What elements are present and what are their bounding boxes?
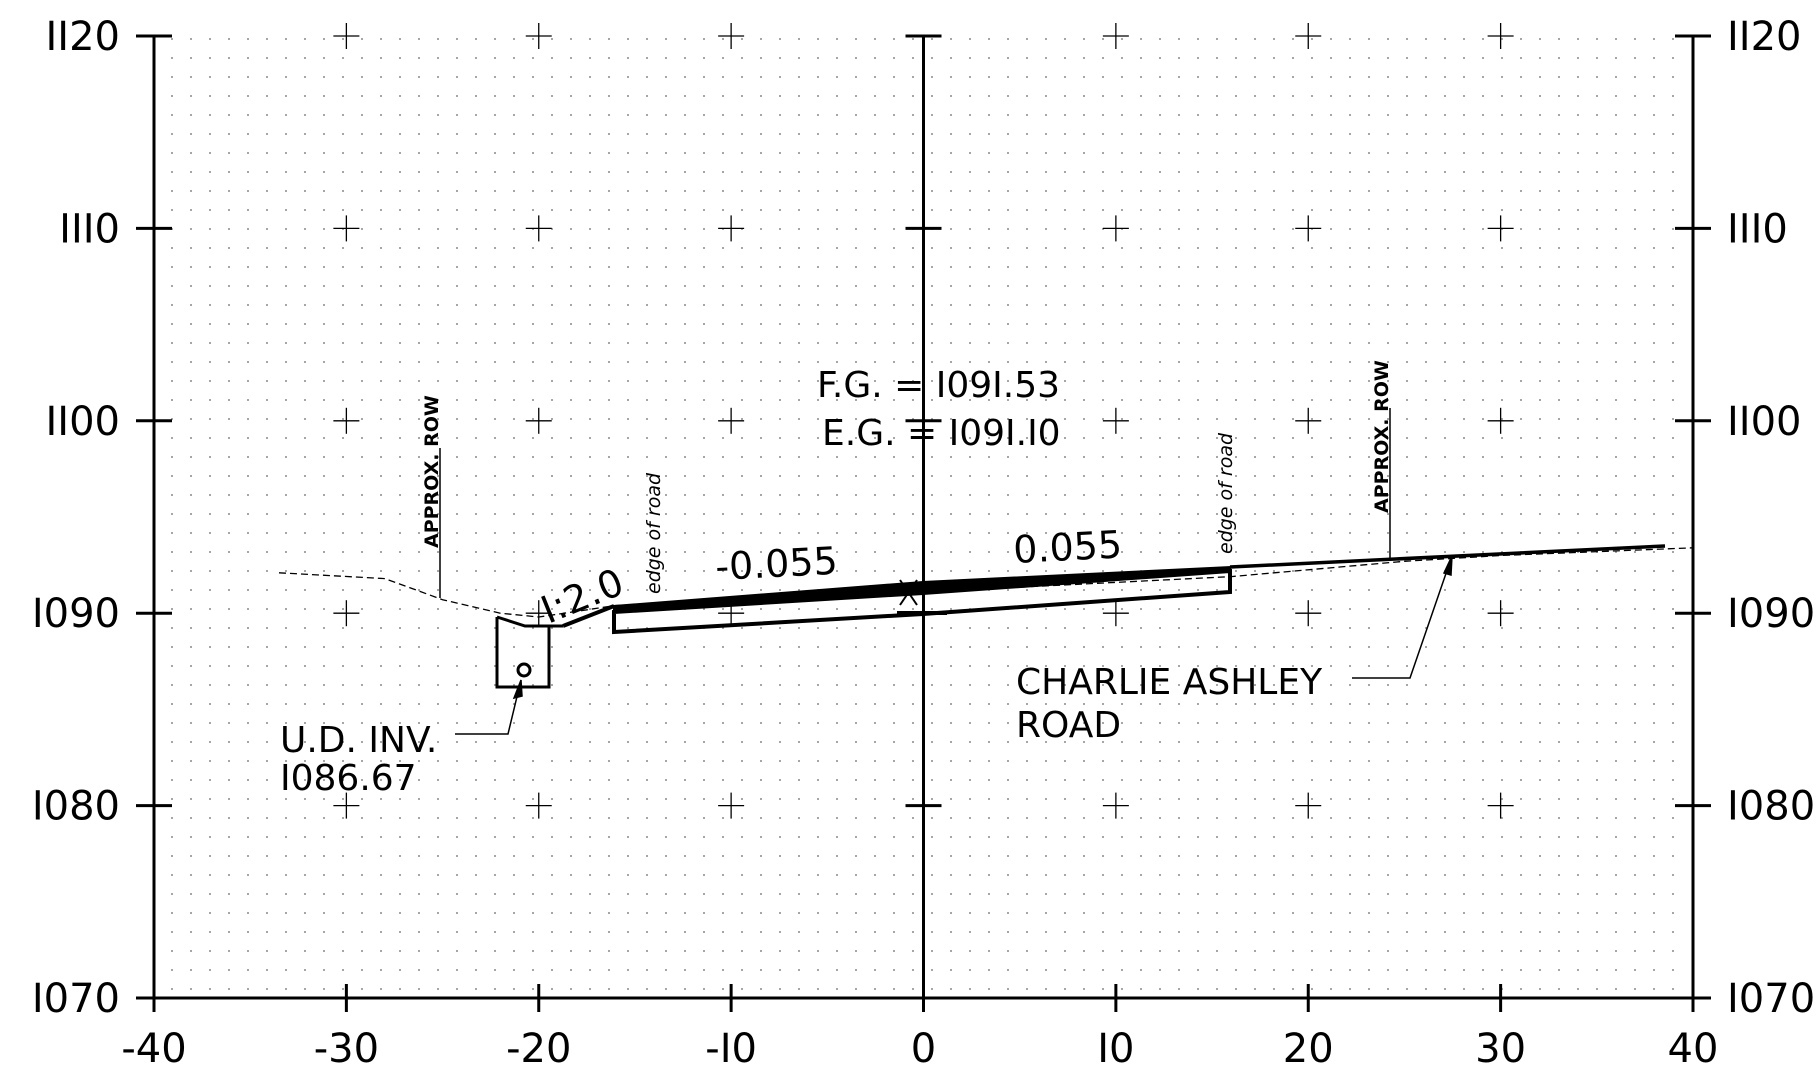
x-tick-label: 40 <box>1668 1026 1719 1072</box>
trench-outline <box>495 615 551 689</box>
y-tick-label-left: III0 <box>59 206 120 252</box>
y-tick-label-right: I080 <box>1727 784 1815 830</box>
edge-of-road-left-label: edge of road <box>643 472 665 594</box>
y-tick-label-left: I070 <box>32 976 120 1022</box>
grid-crosses <box>333 23 1514 819</box>
y-tick-label-left: II00 <box>46 399 121 445</box>
road-leader <box>1352 555 1453 679</box>
side-slope-line <box>562 604 615 628</box>
edge-of-road-right-label: edge of road <box>1215 432 1237 554</box>
underdrain-pipe <box>516 662 532 678</box>
x-tick-label: 0 <box>911 1026 936 1072</box>
road-arrow <box>1442 555 1453 576</box>
eg-label: E.G. = I09I.I0 <box>822 413 1061 454</box>
finished-grade-extension <box>1229 544 1666 569</box>
y-tick-label-right: I070 <box>1727 976 1815 1022</box>
road-name-line1: CHARLIE ASHLEY <box>1016 662 1323 703</box>
slope-left-label: -0.055 <box>714 539 839 589</box>
x-tick-label: -40 <box>121 1026 186 1072</box>
x-tick-label: 20 <box>1283 1026 1334 1072</box>
y-tick-label-right: II20 <box>1727 14 1802 60</box>
y-tick-label-right: I090 <box>1727 591 1815 637</box>
pavement-base <box>612 568 1232 635</box>
x-tick-label: -30 <box>314 1026 379 1072</box>
ud-inv-label-line1: U.D. INV. <box>280 720 437 761</box>
x-tick-label: -I0 <box>705 1026 757 1072</box>
y-tick-labels-right: II20 III0 II00 I090 I080 I070 <box>1727 14 1815 1022</box>
x-tick-label: I0 <box>1097 1026 1134 1072</box>
underdrain-trench <box>495 615 563 689</box>
y-tick-label-left: I080 <box>32 784 120 830</box>
y-tick-label-right: III0 <box>1727 206 1788 252</box>
ud-inv-label-line2: I086.67 <box>280 758 417 799</box>
centerline-mark-2 <box>899 579 918 606</box>
road-name-line2: ROAD <box>1016 705 1121 746</box>
x-tick-label: 30 <box>1475 1026 1526 1072</box>
y-tick-label-left: II20 <box>46 14 121 60</box>
x-tick-labels: -40 -30 -20 -I0 0 I0 20 30 40 <box>121 1026 1718 1072</box>
slope-right-label: 0.055 <box>1012 522 1123 572</box>
y-tick-label-left: I090 <box>32 591 120 637</box>
y-tick-labels-left: II20 III0 II00 I090 I080 I070 <box>32 14 120 1022</box>
grid-dots <box>154 36 1684 998</box>
leader-lines <box>439 408 1453 735</box>
axes <box>136 34 1711 1012</box>
y-tick-label-right: II00 <box>1727 399 1802 445</box>
ud-inv-arrow <box>512 679 523 700</box>
approx-row-left-label: APPROX. ROW <box>421 395 443 548</box>
x-tick-label: -20 <box>506 1026 571 1072</box>
fg-label: F.G. = I09I.53 <box>817 365 1060 406</box>
approx-row-right-label: APPROX. ROW <box>1371 360 1393 513</box>
pavement-section <box>562 544 1666 635</box>
